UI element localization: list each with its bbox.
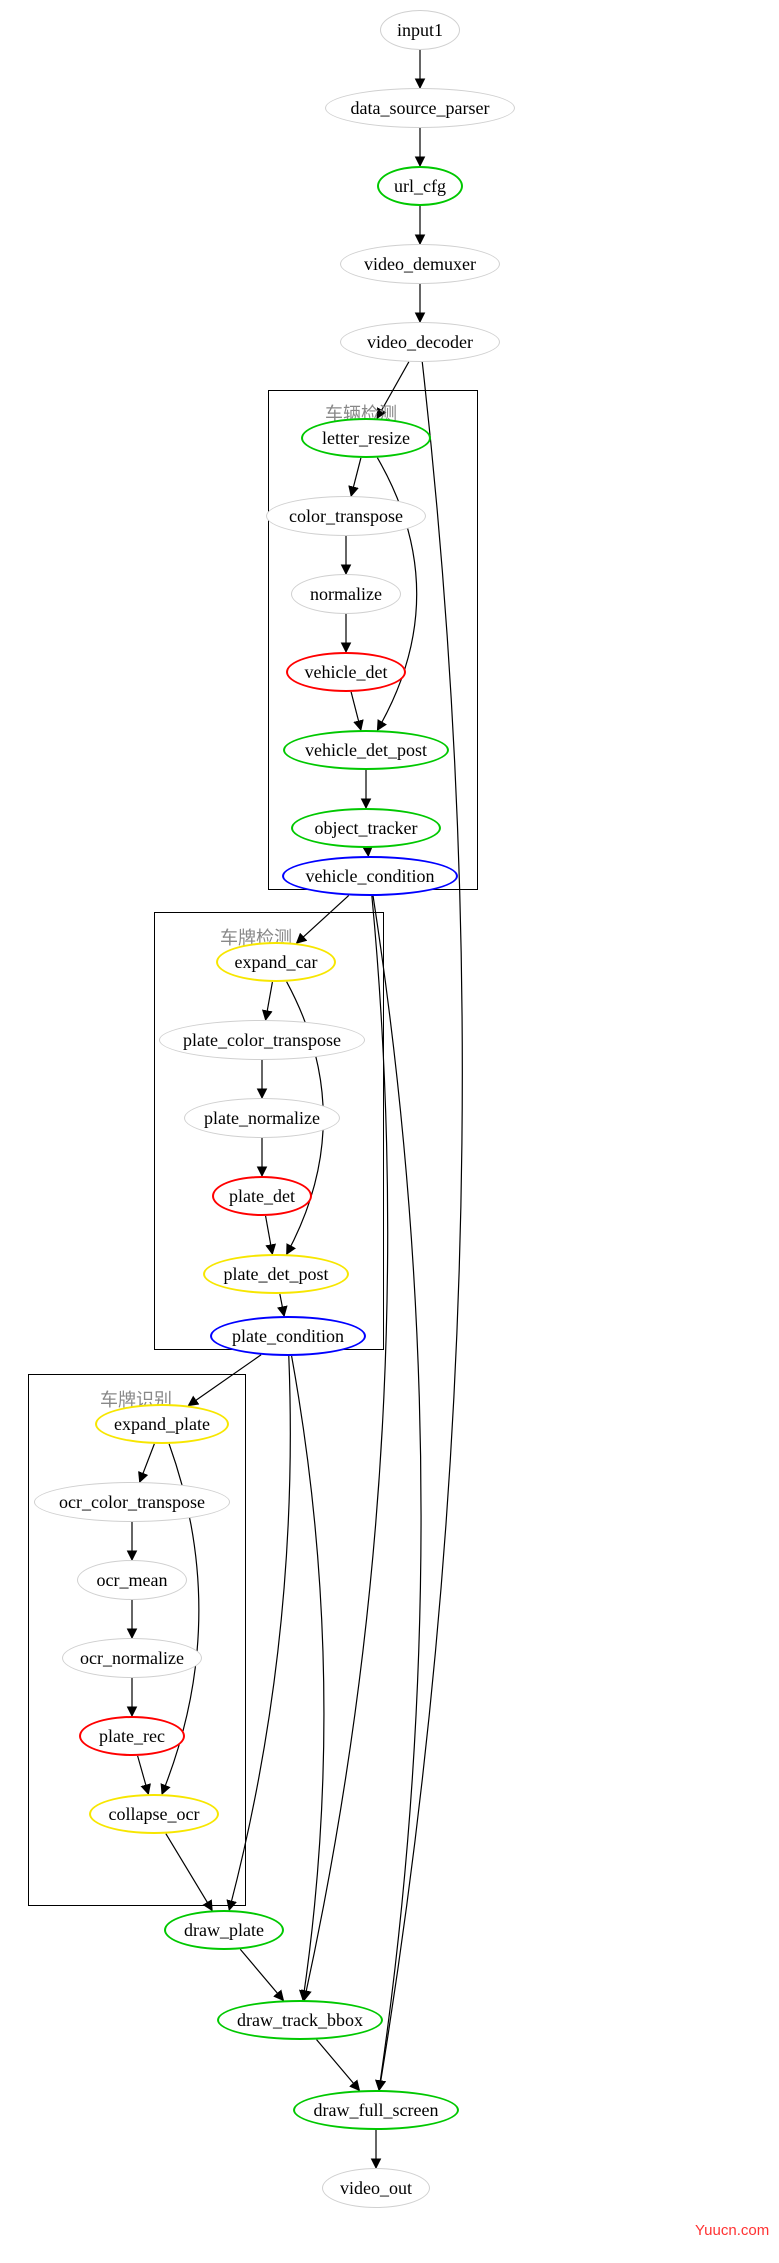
node-ocrmean: ocr_mean <box>77 1560 187 1600</box>
node-dsp: data_source_parser <box>325 88 515 128</box>
node-letter: letter_resize <box>301 418 431 458</box>
node-ocrnorm: ocr_normalize <box>62 1638 202 1678</box>
node-vdetp: vehicle_det_post <box>283 730 449 770</box>
node-url_cfg: url_cfg <box>377 166 463 206</box>
node-pnorm: plate_normalize <box>184 1098 340 1138</box>
node-pcond: plate_condition <box>210 1316 366 1356</box>
node-drawtb: draw_track_bbox <box>217 2000 383 2040</box>
node-otrack: object_tracker <box>291 808 441 848</box>
node-pctrans: plate_color_transpose <box>159 1020 365 1060</box>
node-pdetp: plate_det_post <box>203 1254 349 1294</box>
node-vcond: vehicle_condition <box>282 856 458 896</box>
node-octrans: ocr_color_transpose <box>34 1482 230 1522</box>
node-vout: video_out <box>322 2168 430 2208</box>
node-norm: normalize <box>291 574 401 614</box>
node-collapse: collapse_ocr <box>89 1794 219 1834</box>
node-drawfs: draw_full_screen <box>293 2090 459 2130</box>
edge-drawtb-drawfs <box>317 2040 360 2091</box>
node-demux: video_demuxer <box>340 244 500 284</box>
node-ctrans: color_transpose <box>266 496 426 536</box>
node-vdet: vehicle_det <box>286 652 406 692</box>
node-expcar: expand_car <box>216 942 336 982</box>
node-pdet: plate_det <box>212 1176 312 1216</box>
node-drawp: draw_plate <box>164 1910 284 1950</box>
node-expplate: expand_plate <box>95 1404 229 1444</box>
node-input1: input1 <box>380 10 460 50</box>
node-prec: plate_rec <box>79 1716 185 1756</box>
edge-drawp-drawtb <box>240 1949 283 2000</box>
node-decode: video_decoder <box>340 322 500 362</box>
watermark: Yuucn.com <box>695 2222 769 2239</box>
diagram-canvas: 车辆检测车牌检测车牌识别 input1data_source_parserurl… <box>0 0 779 2263</box>
edge-pcond-drawtb <box>292 1356 324 2000</box>
